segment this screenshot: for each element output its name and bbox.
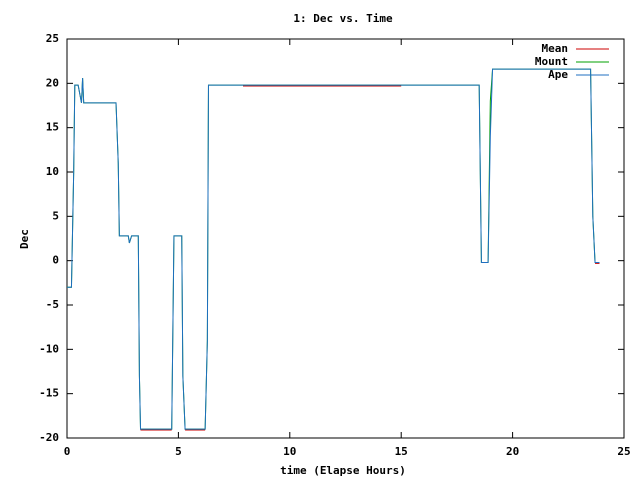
legend-label: Mount [535,55,568,68]
y-tick-label: 10 [46,165,59,178]
y-tick-label: -5 [46,298,59,311]
y-tick-label: 20 [46,76,59,89]
y-tick-label: -10 [39,342,59,355]
legend-label: Mean [542,42,569,55]
x-tick-label: 10 [283,445,296,458]
y-axis-label: Dec [18,229,31,249]
x-tick-label: 20 [506,445,519,458]
y-tick-label: 25 [46,32,59,45]
legend-label: Ape [548,68,568,81]
y-tick-label: 15 [46,121,59,134]
x-tick-label: 0 [64,445,71,458]
plot-frame [66,38,625,439]
data-line [67,68,600,430]
x-axis-label: time (Elapse Hours) [280,464,406,477]
x-tick-label: 25 [617,445,630,458]
x-tick-label: 5 [175,445,182,458]
y-tick-label: 0 [52,254,59,267]
data-line [140,85,600,431]
data-line [67,68,600,430]
chart-title: 1: Dec vs. Time [293,12,393,25]
x-tick-label: 15 [395,445,408,458]
y-tick-label: 5 [52,209,59,222]
y-tick-label: -20 [39,431,59,444]
y-tick-label: -15 [39,387,59,400]
